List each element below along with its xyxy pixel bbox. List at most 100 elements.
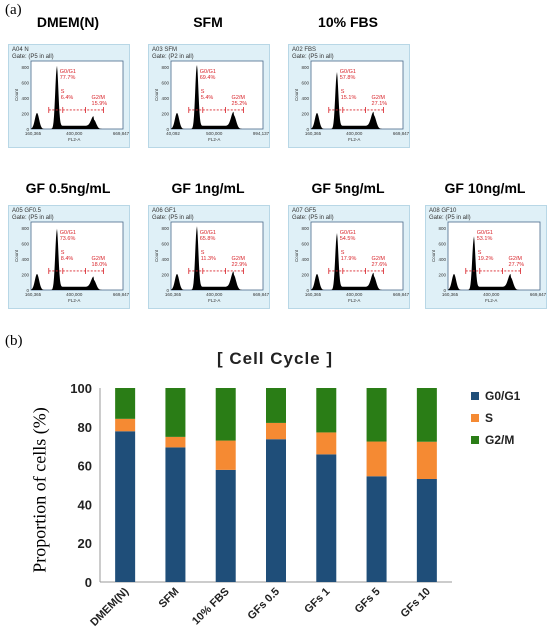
plot-frame — [170, 60, 264, 130]
y-tick-label: 600 — [301, 81, 309, 86]
s-phase-label: S — [61, 89, 65, 95]
bar-segment-g0g1 — [366, 476, 387, 582]
x-tick-label: 160,365 — [25, 292, 42, 297]
x-tick-label: 10% FBS — [190, 586, 232, 628]
x-axis-title: FL2-A — [68, 298, 80, 303]
histogram-plot: 0 200 400 600 800 Count 40,092 500,000 994,137 FL… — [154, 60, 269, 142]
y-tick-label: 60 — [78, 459, 92, 474]
g2m-label: 15.9% — [92, 101, 108, 107]
g0g1-label: 69.4% — [200, 75, 216, 81]
x-tick-label: 669,847 — [113, 292, 129, 297]
plot-frame — [310, 221, 404, 291]
histogram-plot: 0 200 400 600 800 Count 160,365 400,000 669,847 F… — [14, 221, 129, 303]
y-tick-label: 0 — [85, 575, 92, 590]
flow-panel-title: GF 10ng/mL — [444, 180, 526, 196]
s-phase-label: 19.2% — [478, 256, 494, 262]
bar-segment-g0g1 — [316, 454, 337, 582]
x-tick-label: 669,847 — [393, 131, 409, 136]
x-tick-label: 669,847 — [530, 292, 546, 297]
sample-id-text: A06 GF1 Gate: (P5 in all) — [152, 208, 194, 221]
s-phase-label: S — [478, 250, 482, 256]
g2m-label: G2/M — [92, 256, 106, 262]
x-axis-title: FL2-A — [485, 298, 497, 303]
bar-segment-s — [366, 441, 387, 477]
bar-segment-g2m — [416, 388, 437, 442]
y-tick-label: 600 — [161, 242, 169, 247]
y-tick-label: 600 — [21, 81, 29, 86]
bar-segment-g0g1 — [115, 431, 136, 582]
panel-b-label: (b) — [5, 333, 23, 349]
y-tick-label: 200 — [161, 273, 169, 278]
x-axis-title: FL2-A — [208, 298, 220, 303]
legend-swatch — [471, 436, 479, 444]
y-tick-label: 800 — [438, 226, 446, 231]
y-tick-label: 400 — [161, 257, 169, 262]
y-axis-title: Count — [14, 88, 19, 101]
plot-frame — [30, 60, 124, 130]
y-tick-label: 400 — [161, 96, 169, 101]
bar-segment-s — [416, 441, 437, 479]
s-phase-label: 5.4% — [201, 95, 214, 101]
x-tick-label: 40,092 — [166, 131, 180, 136]
g0g1-label: 53.1% — [477, 236, 493, 242]
y-axis-title: Count — [431, 249, 436, 262]
g0g1-label: G0/G1 — [200, 230, 216, 236]
flow-histogram-panel: A03 SFM Gate: (P2 in all) 0 200 400 600 800 Co… — [148, 44, 270, 148]
g2m-label: G2/M — [232, 95, 246, 101]
y-tick-label: 600 — [21, 242, 29, 247]
plot-frame — [30, 221, 124, 291]
x-tick-label: 400,000 — [346, 131, 363, 136]
flow-panel-title: SFM — [193, 14, 223, 30]
flow-panel-title: GF 1ng/mL — [171, 180, 245, 196]
s-phase-label: 15.1% — [341, 95, 357, 101]
s-phase-label: 6.4% — [61, 95, 74, 101]
s-phase-label: 17.9% — [341, 256, 357, 262]
g2m-label: 18.0% — [92, 262, 108, 268]
y-axis-title: Count — [154, 249, 159, 262]
legend-label: G0/G1 — [485, 389, 521, 403]
histogram-plot: 0 200 400 600 800 Count 160,365 400,000 669,847 F… — [431, 221, 546, 303]
y-axis-title: Count — [14, 249, 19, 262]
x-tick-label: 669,847 — [393, 292, 409, 297]
bar-segment-g2m — [316, 388, 337, 433]
y-tick-label: 0 — [166, 127, 169, 132]
x-axis-title: FL2-A — [348, 298, 360, 303]
y-tick-label: 200 — [438, 273, 446, 278]
sample-id-text: A05 GF0.5 Gate: (P5 in all) — [12, 208, 54, 221]
x-tick-label: GFs 5 — [353, 586, 383, 616]
x-tick-label: 400,000 — [206, 292, 223, 297]
bar-segment-g2m — [366, 388, 387, 442]
bar-segment-g2m — [215, 388, 236, 441]
bar-segment-s — [266, 422, 286, 440]
flow-histogram-panel: A08 GF10 Gate: (P5 in all) 0 200 400 600 800 C… — [425, 205, 547, 309]
histogram-plot: 0 200 400 600 800 Count 160,365 400,000 669,847 F… — [294, 221, 409, 303]
x-tick-label: 160,365 — [305, 292, 322, 297]
bar-segment-g2m — [266, 388, 286, 423]
y-tick-label: 200 — [21, 112, 29, 117]
x-tick-label: 500,000 — [206, 131, 223, 136]
legend-swatch — [471, 414, 479, 422]
y-tick-label: 400 — [21, 257, 29, 262]
y-tick-label: 800 — [161, 226, 169, 231]
x-tick-label: 400,000 — [483, 292, 500, 297]
g0g1-label: 73.6% — [60, 236, 76, 242]
g2m-label: G2/M — [372, 256, 386, 262]
flow-panel-title: GF 5ng/mL — [311, 180, 385, 196]
g2m-label: G2/M — [232, 256, 246, 262]
x-tick-label: 160,365 — [442, 292, 459, 297]
y-axis-title: Count — [154, 88, 159, 101]
x-tick-label: 669,847 — [113, 131, 129, 136]
histogram-plot: 0 200 400 600 800 Count 160,365 400,000 669,847 F… — [154, 221, 269, 303]
y-tick-label: 800 — [161, 65, 169, 70]
sample-id-text: A03 SFM Gate: (P2 in all) — [152, 47, 194, 60]
s-phase-label: S — [61, 250, 65, 256]
g0g1-label: G0/G1 — [200, 69, 216, 75]
y-tick-label: 0 — [443, 288, 446, 293]
y-tick-label: 0 — [26, 288, 29, 293]
bar-segment-g2m — [115, 388, 136, 419]
flow-histogram-panel: A02 FBS Gate: (P5 in all) 0 200 400 600 800 Co… — [288, 44, 410, 148]
g2m-label: 22.9% — [232, 262, 248, 268]
x-tick-label: 160,365 — [165, 292, 182, 297]
x-tick-label: 160,365 — [25, 131, 42, 136]
legend-label: G2/M — [485, 433, 514, 447]
